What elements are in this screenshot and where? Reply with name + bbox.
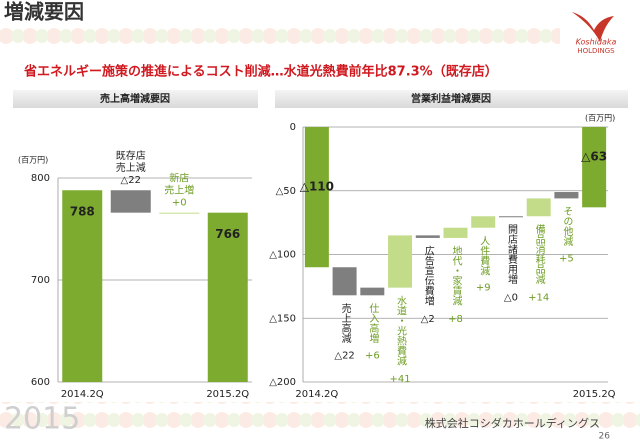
bar (582, 127, 607, 208)
category-label: 人件費減 (478, 236, 490, 277)
value-label: +5 (559, 253, 574, 264)
value-label: △0 (504, 292, 518, 303)
bar (62, 190, 103, 382)
value-label: △110 (300, 180, 334, 194)
value-label: 766 (215, 227, 240, 241)
bar (360, 287, 385, 296)
y-tick-label: △200 (269, 377, 296, 388)
y-tick-label: 800 (31, 173, 50, 184)
category-label: 仕入高増 (367, 302, 379, 344)
bar (110, 190, 151, 213)
logo-mark (572, 12, 614, 42)
bar (526, 198, 551, 217)
bar (471, 216, 496, 228)
value-label: +0 (172, 198, 187, 209)
value-label: +41 (389, 374, 410, 385)
decor-dots-top (0, 26, 560, 52)
y-tick-label: 700 (31, 275, 50, 286)
value-label: △22 (334, 350, 354, 361)
value-label: △63 (581, 150, 607, 164)
bar (415, 235, 440, 238)
category-label: 新店 (169, 172, 189, 185)
chart-title: 営業利益増減要因 (411, 92, 491, 105)
x-tick-label: 2015.2Q (206, 389, 249, 400)
category-label: 地代・家賃減 (450, 245, 462, 307)
logo: Koshidaka HOLDINGS (572, 12, 617, 55)
footer-year: 2015 (4, 402, 80, 437)
y-tick-label: 600 (31, 377, 50, 388)
x-tick-label: 2015.2Q (573, 389, 616, 400)
bar (443, 227, 468, 238)
bar (388, 235, 413, 288)
category-label: 売上増 (164, 184, 194, 197)
category-label: 売上高減 (339, 302, 351, 344)
bar (304, 127, 329, 268)
category-label: その他減 (561, 206, 573, 247)
y-axis-label: (百万円) (585, 114, 615, 123)
x-tick-label: 2014.2Q (61, 389, 104, 400)
category-label: 売上減 (116, 161, 146, 174)
category-label: 水道・光熱費減 (395, 295, 407, 366)
bar (159, 212, 200, 214)
category-label: 広告宣伝費増 (422, 245, 434, 307)
bar (207, 212, 248, 382)
chart-title: 売上高増減要因 (100, 92, 170, 105)
value-label: +6 (365, 350, 380, 361)
category-label: 既存店 (116, 149, 146, 162)
value-label: △22 (121, 175, 141, 186)
category-label: 備品消耗品減 (533, 223, 545, 285)
decor-dots-bottom (0, 402, 640, 432)
category-label: 開店諸費用増 (505, 224, 517, 285)
value-label: +9 (476, 283, 491, 294)
value-label: 788 (70, 205, 95, 219)
y-tick-label: △50 (276, 186, 296, 197)
bar (332, 267, 357, 296)
y-tick-label: △150 (269, 313, 296, 324)
headline: 省エネルギー施策の推進によるコスト削減…水道光熱費前年比87.3%（既存店） (23, 64, 498, 80)
y-axis-label: (百万円) (18, 156, 48, 165)
footer-company: 株式会社コシダカホールディングス (425, 416, 600, 430)
bar (498, 216, 523, 218)
chart-header (275, 90, 628, 108)
x-tick-label: 2014.2Q (295, 389, 338, 400)
value-label: +14 (528, 292, 549, 303)
bar (554, 192, 579, 199)
value-label: △2 (421, 314, 435, 325)
chart-header (13, 90, 258, 108)
y-tick-label: △100 (269, 250, 296, 261)
value-label: +8 (448, 314, 463, 325)
slide-title: 増減要因 (4, 0, 84, 24)
y-tick-label: 0 (290, 122, 296, 133)
page-number: 26 (599, 432, 611, 442)
logo-text: Koshidaka (576, 38, 617, 47)
logo-text: HOLDINGS (577, 47, 615, 55)
